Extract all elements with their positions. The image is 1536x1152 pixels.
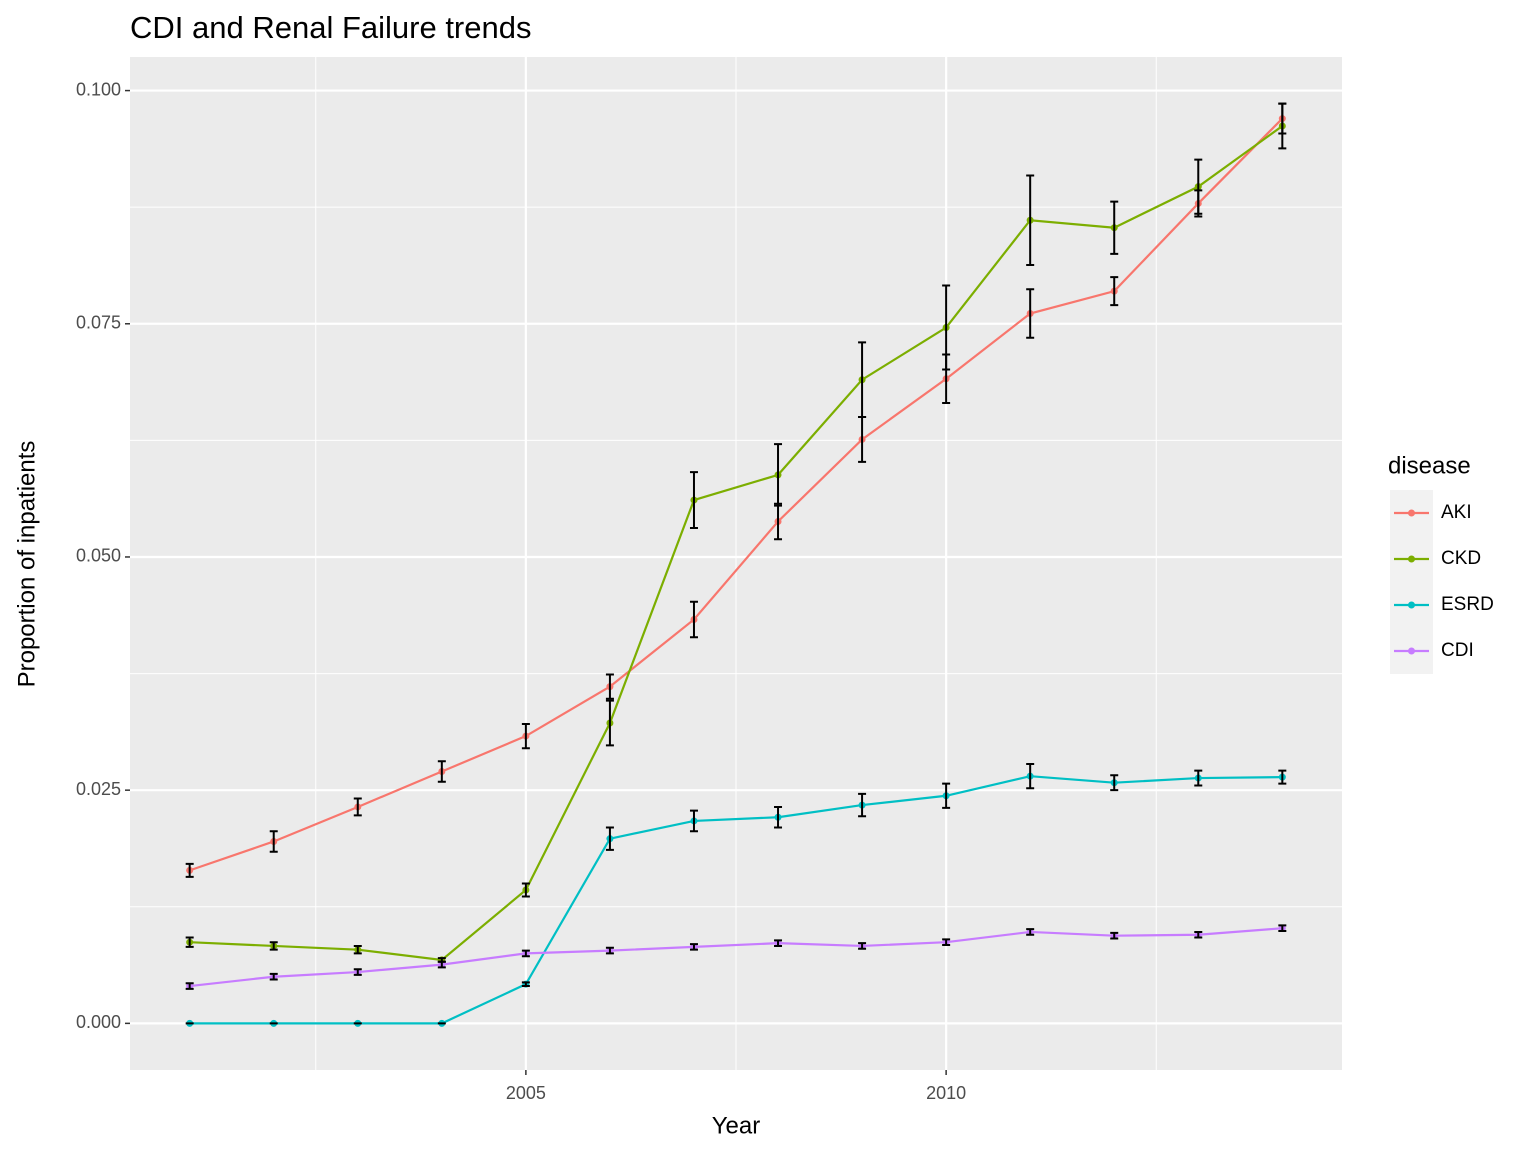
error-bar (774, 805, 783, 829)
error-bar (858, 942, 867, 950)
error-bar (605, 826, 614, 851)
y-tick-label: 0.050 (76, 546, 121, 566)
legend-swatch-point (1408, 601, 1415, 609)
error-bar (1026, 928, 1035, 936)
error-bar (689, 943, 698, 951)
error-bar (353, 968, 362, 976)
series-line (189, 927, 1283, 988)
error-bar (1278, 102, 1287, 150)
error-bar (353, 797, 362, 817)
legend-swatch-point (1408, 555, 1415, 563)
error-bar (269, 941, 278, 951)
series-line (189, 117, 1284, 872)
y-tick-label: 0.025 (76, 779, 121, 799)
x-tick-label: 2005 (506, 1083, 546, 1103)
error-bar (269, 830, 278, 853)
error-bar (605, 699, 614, 747)
legend-title: disease (1388, 452, 1471, 479)
error-bar (437, 760, 446, 783)
error-bar (605, 946, 614, 955)
error-bar (1194, 769, 1203, 787)
error-bar (1110, 931, 1119, 940)
error-bar (689, 809, 698, 833)
error-bar (353, 944, 362, 955)
legend-swatch-point (1408, 509, 1415, 517)
error-bar (1110, 276, 1119, 307)
legend-label: ESRD (1441, 594, 1494, 615)
y-axis-label: Proportion of inpatients (13, 441, 40, 688)
error-bar (437, 960, 446, 969)
error-bar (689, 600, 698, 639)
series-line (189, 775, 1283, 1025)
chart-title: CDI and Renal Failure trends (130, 10, 531, 45)
error-bar (1026, 174, 1035, 267)
x-axis-label: Year (712, 1112, 761, 1139)
error-bar (1110, 774, 1119, 792)
legend-label: CKD (1441, 548, 1481, 569)
error-bar (1194, 930, 1203, 939)
error-bar (1026, 763, 1035, 790)
error-bar (774, 939, 783, 947)
error-bar (521, 949, 530, 958)
y-tick-label: 0.100 (76, 79, 121, 99)
error-bar (185, 862, 194, 878)
legend-label: AKI (1441, 502, 1472, 523)
error-bar (1026, 288, 1035, 339)
error-bar (942, 938, 951, 947)
error-bar (1278, 924, 1287, 933)
error-bar (521, 981, 530, 988)
error-bar (774, 443, 783, 507)
error-bar (858, 341, 867, 419)
error-bar (605, 673, 614, 700)
error-bar (269, 972, 278, 981)
error-bar (942, 782, 951, 809)
error-bar (521, 882, 530, 898)
error-bar (1194, 158, 1203, 215)
y-tick-label: 0.075 (76, 313, 121, 333)
error-bar (521, 722, 530, 750)
error-bar (1110, 200, 1119, 255)
error-bar (185, 936, 194, 948)
legend-swatch-point (1408, 647, 1415, 655)
y-tick-label: 0.000 (76, 1012, 121, 1032)
error-bar (858, 792, 867, 818)
series-line (189, 125, 1283, 962)
error-bar (185, 982, 194, 990)
legend-label: CDI (1441, 640, 1474, 661)
x-tick-label: 2010 (926, 1083, 966, 1103)
error-bar (1278, 769, 1287, 785)
error-bar (942, 284, 951, 371)
error-bar (689, 471, 698, 530)
